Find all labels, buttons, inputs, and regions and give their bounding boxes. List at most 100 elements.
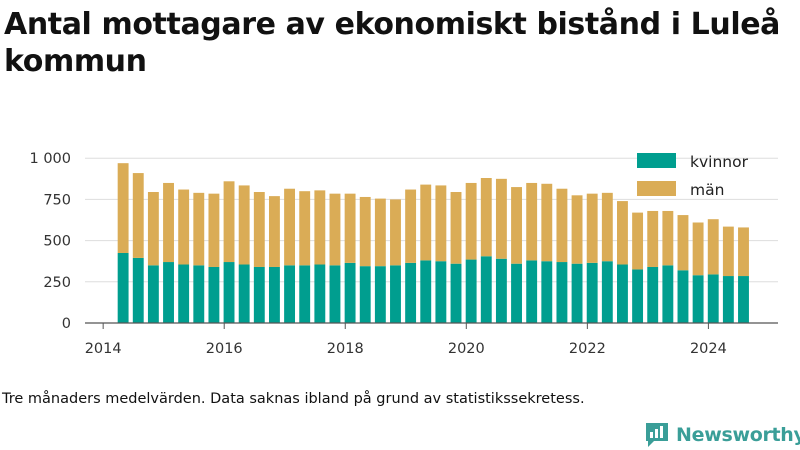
brand-name: Newsworthy xyxy=(676,424,800,446)
chart-caption: Tre månaders medelvärden. Data saknas ib… xyxy=(2,391,585,407)
bar-kvinnor xyxy=(556,262,568,323)
bar-man xyxy=(163,182,174,263)
bar-kvinnor xyxy=(193,265,205,323)
bar-kvinnor xyxy=(390,265,401,323)
bar-kvinnor xyxy=(511,263,522,323)
bar-kvinnor xyxy=(374,266,386,323)
bar-man xyxy=(299,191,311,266)
bar-man xyxy=(132,173,144,258)
y-axis-labels: 0 250 500 750 1 000 xyxy=(29,151,71,332)
newsworthy-logo-icon xyxy=(646,423,668,447)
bar-man xyxy=(208,193,220,267)
bar-man xyxy=(344,193,356,263)
bar-man xyxy=(117,163,129,253)
bar-kvinnor xyxy=(132,257,144,323)
bar-kvinnor xyxy=(299,265,311,323)
chart-area: 0 250 500 750 1 000 2014 2016 2018 2020 2022 2024… xyxy=(29,151,778,357)
bar-man xyxy=(662,210,674,266)
x-axis-ticks: 2014 2016 2018 2020 2022 2024 xyxy=(85,323,727,357)
legend-swatch-man xyxy=(637,181,676,196)
bar-kvinnor xyxy=(405,262,417,323)
bar-man xyxy=(284,188,296,266)
bar-kvinnor xyxy=(571,263,583,323)
bar-kvinnor xyxy=(253,266,265,323)
bar-man xyxy=(617,201,628,265)
bar-man xyxy=(632,212,644,270)
bar-man xyxy=(707,219,719,275)
x-tick-label: 2016 xyxy=(206,341,243,357)
bar-man xyxy=(238,185,250,265)
bar-kvinnor xyxy=(647,266,659,323)
bar-kvinnor xyxy=(722,276,734,323)
bar-kvinnor xyxy=(163,262,174,323)
bar-man xyxy=(480,178,492,257)
bar-man xyxy=(556,188,568,263)
bar-kvinnor xyxy=(677,270,689,323)
bar-man xyxy=(677,215,689,271)
bar-man xyxy=(738,227,749,277)
bar-man xyxy=(495,178,507,259)
bar-kvinnor xyxy=(329,265,341,323)
bar-kvinnor xyxy=(617,264,628,323)
y-tick-label: 500 xyxy=(43,234,71,250)
bar-kvinnor xyxy=(495,258,507,323)
legend-label-kvinnor: kvinnor xyxy=(690,153,749,171)
bar-kvinnor xyxy=(268,266,280,323)
bar-man xyxy=(692,222,704,276)
bar-man xyxy=(601,192,613,262)
y-tick-label: 250 xyxy=(43,275,71,291)
bar-man xyxy=(314,190,326,265)
legend-label-man: män xyxy=(690,181,724,199)
bar-kvinnor xyxy=(586,262,598,323)
bar-kvinnor xyxy=(465,259,477,323)
bar-kvinnor xyxy=(541,261,553,323)
bar-kvinnor xyxy=(526,260,538,323)
bar-kvinnor xyxy=(738,276,749,323)
bar-kvinnor xyxy=(178,264,190,323)
bar-kvinnor xyxy=(480,256,492,323)
bar-man xyxy=(450,192,462,264)
bar-man xyxy=(147,192,159,266)
legend: kvinnor män xyxy=(637,153,749,199)
bar-man xyxy=(374,198,386,267)
bar-kvinnor xyxy=(147,265,159,323)
x-tick-label: 2014 xyxy=(85,341,122,357)
y-tick-label: 750 xyxy=(43,192,71,208)
bar-man xyxy=(268,196,280,267)
bar-kvinnor xyxy=(314,264,326,323)
bar-man xyxy=(193,192,205,266)
bar-kvinnor xyxy=(601,261,613,323)
bar-kvinnor xyxy=(420,260,432,323)
bar-man xyxy=(359,196,371,267)
bar-man xyxy=(329,193,341,266)
bar-man xyxy=(541,183,553,262)
bar-kvinnor xyxy=(223,262,235,323)
bar-kvinnor xyxy=(117,252,129,323)
y-tick-label: 0 xyxy=(62,316,71,332)
bar-man xyxy=(511,187,522,264)
bar-man xyxy=(420,184,432,261)
bar-kvinnor xyxy=(238,264,250,323)
bar-kvinnor xyxy=(692,275,704,323)
bar-man xyxy=(405,189,417,263)
bar-kvinnor xyxy=(208,266,220,323)
bar-man xyxy=(223,181,235,263)
bar-man xyxy=(586,193,598,263)
bar-kvinnor xyxy=(284,265,296,323)
bar-kvinnor xyxy=(662,265,674,323)
y-tick-label: 1 000 xyxy=(29,151,71,167)
chart-title: Antal mottagare av ekonomiskt bistånd i … xyxy=(4,7,780,79)
bar-man xyxy=(390,199,401,266)
bar-kvinnor xyxy=(450,263,462,323)
bar-kvinnor xyxy=(707,274,719,323)
bar-man xyxy=(178,189,190,265)
bar-man xyxy=(647,210,659,267)
bar-man xyxy=(571,195,583,264)
bars xyxy=(117,163,749,323)
legend-swatch-kvinnor xyxy=(637,153,676,168)
x-tick-label: 2018 xyxy=(327,341,364,357)
brand-logo: Newsworthy xyxy=(644,420,800,450)
bar-man xyxy=(722,226,734,277)
bar-man xyxy=(435,185,447,262)
bar-kvinnor xyxy=(359,266,371,323)
